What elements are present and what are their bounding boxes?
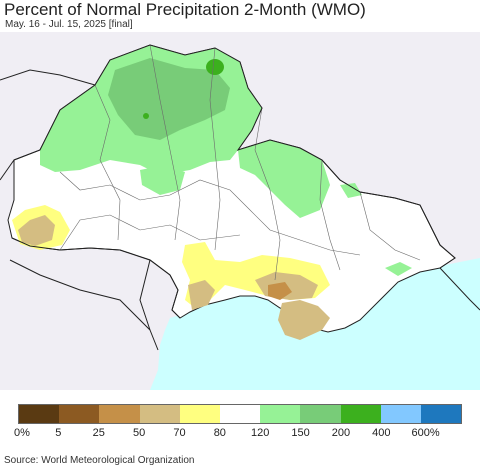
legend-swatch <box>99 405 140 423</box>
legend-swatch <box>380 405 421 423</box>
area-150-percent-northeast <box>238 140 330 218</box>
legend-swatch <box>139 405 180 423</box>
legend-swatch <box>59 405 100 423</box>
legend-label: 5 <box>55 427 62 439</box>
black-sea <box>150 258 480 390</box>
legend-swatch <box>340 405 381 423</box>
legend-swatch <box>19 405 60 423</box>
country-borders <box>0 44 480 351</box>
area-400-percent-small <box>143 113 149 119</box>
map-title: Percent of Normal Precipitation 2-Month … <box>4 0 366 19</box>
legend-label: 600% <box>411 427 440 439</box>
legend-swatch <box>219 405 261 423</box>
legend-label: 120 <box>250 427 270 439</box>
date-range-subtitle: May. 16 - Jul. 15, 2025 [final] <box>5 19 133 30</box>
area-200-percent <box>108 58 230 140</box>
legend-swatch <box>179 405 220 423</box>
source-credit: Source: World Meteorological Organizatio… <box>4 455 195 466</box>
legend-label: 70 <box>173 427 186 439</box>
area-50-percent-south <box>188 280 215 310</box>
precipitation-map <box>0 32 480 390</box>
area-400-percent <box>206 59 224 75</box>
legend-label: 25 <box>92 427 105 439</box>
legend-label: 80 <box>213 427 226 439</box>
area-150-percent-southeast <box>385 262 412 276</box>
color-legend <box>18 404 462 424</box>
area-150-percent-east <box>340 183 362 198</box>
area-25-percent <box>268 282 292 300</box>
legend-label: 150 <box>291 427 310 439</box>
legend-label: 400 <box>372 427 391 439</box>
legend-swatch <box>300 405 341 423</box>
oblast-borders <box>59 44 421 281</box>
legend-label: 0% <box>14 427 30 439</box>
legend-labels: 0% 5 25 50 70 80 120 150 200 400 600% <box>0 427 480 441</box>
legend-label: 50 <box>132 427 146 439</box>
map-svg <box>0 32 480 390</box>
crimea-region <box>278 300 330 340</box>
area-150-percent-center <box>140 165 185 195</box>
legend-swatch <box>420 405 462 423</box>
legend-label: 200 <box>331 427 351 439</box>
area-50-percent-west <box>18 215 55 246</box>
legend-swatch <box>260 405 301 423</box>
